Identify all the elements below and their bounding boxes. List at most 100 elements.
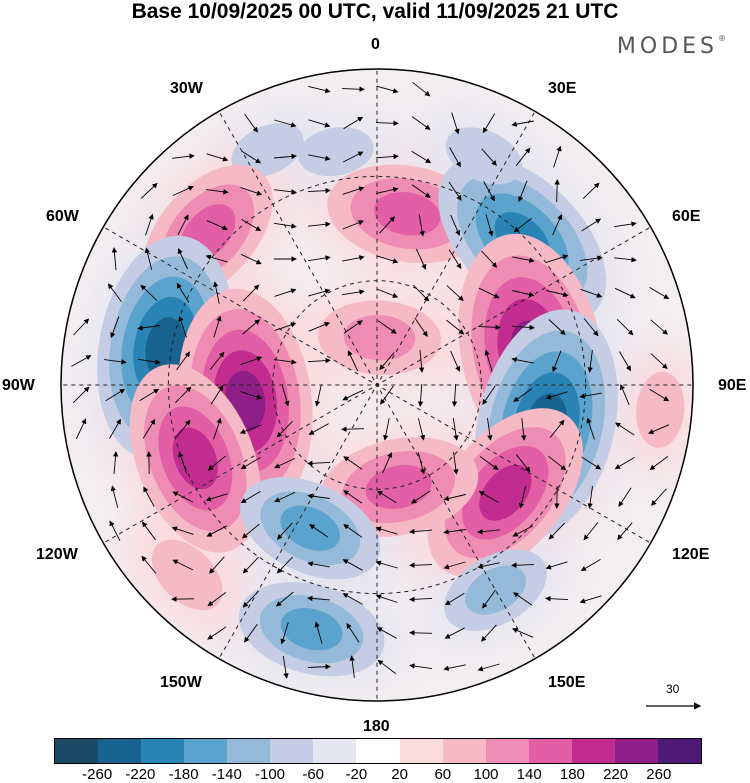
wind-vector-arrow — [240, 491, 261, 504]
wind-vector-arrow — [411, 150, 432, 164]
wind-vector-arrow — [450, 350, 461, 372]
wind-vector-arrow — [583, 318, 599, 337]
wind-vector-arrow — [275, 591, 294, 607]
wind-vector-arrow — [485, 214, 494, 237]
wind-vector-arrow — [483, 181, 495, 202]
wind-vector-arrow — [616, 318, 634, 336]
wind-vector-arrow — [104, 359, 127, 365]
colorbar-swatch — [98, 739, 142, 763]
field-contour — [280, 608, 343, 651]
colorbar-swatch — [528, 739, 572, 763]
wind-vector-arrow — [412, 81, 431, 97]
wind-vector-arrow — [515, 454, 531, 473]
wind-vector-arrow — [276, 556, 293, 574]
wind-vector-arrow — [513, 388, 533, 402]
lon-label-60w: 60W — [46, 208, 79, 225]
lon-label-90w: 90W — [2, 377, 35, 394]
lon-label-30e: 30E — [548, 80, 577, 97]
colorbar-tick-label: 60 — [434, 766, 452, 783]
wind-vector-arrow — [617, 522, 633, 540]
wind-vector-arrow — [375, 594, 398, 603]
wind-vector-arrow — [444, 627, 465, 639]
wind-vector-arrow — [109, 418, 121, 439]
wind-vector-arrow — [177, 248, 189, 270]
colorbar-swatch — [571, 739, 615, 763]
wind-vector-arrow — [281, 384, 290, 407]
wind-vector-arrow — [274, 358, 297, 365]
wind-vector-arrow — [308, 255, 331, 262]
wind-vector-arrow — [140, 182, 158, 199]
wind-vector-arrow — [314, 621, 323, 644]
wind-vector-arrow — [341, 86, 365, 92]
wind-vector-arrow — [579, 595, 602, 604]
wind-vector-arrow — [242, 590, 259, 608]
wind-vector-arrow — [375, 153, 399, 160]
brand-name: MODES — [616, 34, 718, 59]
wind-vector-arrow — [240, 356, 263, 366]
wind-vector-arrow — [240, 253, 262, 265]
chart-title: Base 10/09/2025 00 UTC, valid 11/09/2025… — [131, 0, 619, 23]
wind-vector-arrow — [448, 181, 462, 201]
wind-vector-arrow — [545, 595, 569, 602]
wind-vector-arrow — [548, 522, 566, 540]
colorbar-tick-label: 260 — [646, 766, 672, 783]
wind-vector-arrow — [477, 562, 500, 570]
wind-vector-arrow — [205, 493, 228, 502]
wind-vector-arrow — [282, 656, 289, 679]
wind-vector-arrow — [213, 281, 220, 304]
colorbar-tick-label: -60 — [302, 766, 325, 783]
wind-vector-arrow — [650, 319, 668, 335]
wind-vector-arrow — [580, 288, 603, 298]
colorbar-swatch — [356, 739, 400, 763]
wind-vector-arrow — [71, 355, 92, 367]
colorbar-swatch — [313, 739, 357, 763]
brand-mark: ® — [718, 34, 726, 43]
colorbar-swatch — [614, 739, 658, 763]
wind-vector-arrow — [141, 555, 157, 574]
wind-vector-arrow — [308, 322, 331, 332]
wind-vector-arrow — [244, 623, 258, 643]
field-contour — [479, 464, 532, 521]
wind-vector-arrow — [383, 418, 390, 441]
wind-vector-arrow — [415, 248, 427, 270]
wind-vector-arrow — [241, 523, 260, 539]
wind-vector-arrow — [478, 491, 499, 503]
wind-vector-arrow — [648, 424, 670, 435]
wind-vector-arrow — [409, 663, 432, 670]
colorbar-tick-label: 20 — [391, 766, 408, 783]
wind-vector-arrow — [521, 418, 527, 441]
wind-vector-arrow — [444, 592, 465, 606]
colorbar-swatch — [141, 739, 185, 763]
wind-vector-arrow — [111, 247, 118, 271]
field-contour — [151, 539, 223, 611]
wind-vector-arrow — [375, 120, 399, 126]
wind-vector-arrow — [207, 592, 227, 607]
wind-vector-arrow — [308, 288, 331, 297]
colorbar-swatch — [485, 739, 529, 763]
wind-vector-arrow — [342, 289, 365, 296]
wind-vector-arrow — [518, 486, 526, 509]
wind-vector-arrow — [580, 559, 601, 572]
wind-vector-arrow — [477, 529, 500, 535]
colorbar-tick-label: 220 — [603, 766, 629, 783]
wind-vector-arrow — [172, 153, 195, 159]
wind-vector-arrow — [409, 596, 433, 603]
wind-vector-arrow — [342, 220, 365, 230]
wind-vector-arrow — [110, 485, 119, 508]
wind-vector-arrow — [308, 154, 331, 161]
wind-vector-arrow — [376, 627, 397, 639]
wind-vector-arrow — [443, 529, 466, 535]
wind-vector-arrow — [109, 520, 121, 542]
wind-vector-arrow — [548, 455, 567, 471]
wind-vector-arrow — [513, 592, 533, 606]
wind-vector-arrow — [546, 290, 569, 298]
wind-vector-arrow — [213, 315, 222, 338]
wind-vector-arrow — [376, 186, 399, 194]
wind-vector-arrow — [176, 351, 191, 371]
wind-vector-arrow — [308, 119, 331, 128]
wind-vector-arrow — [614, 457, 635, 470]
wind-vector-arrow — [614, 287, 636, 299]
wind-vector-arrow — [240, 391, 263, 400]
wind-vector-arrow — [307, 493, 330, 499]
wind-vector-arrow — [343, 490, 363, 504]
